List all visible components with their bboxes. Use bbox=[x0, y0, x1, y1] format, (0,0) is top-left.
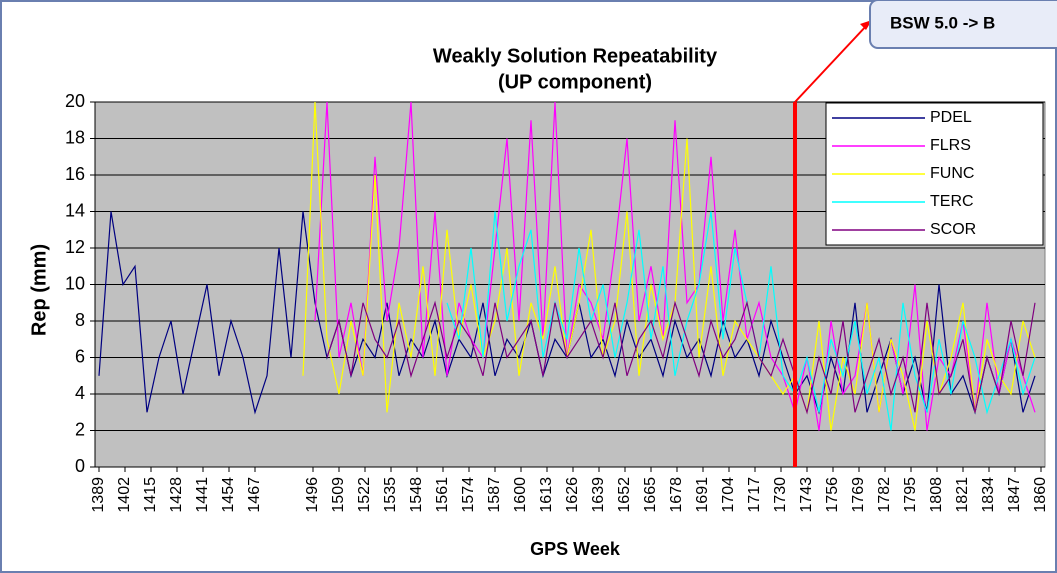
x-tick-label: 1847 bbox=[1006, 477, 1023, 513]
x-tick-label: 1548 bbox=[408, 477, 425, 513]
x-tick-label: 1389 bbox=[90, 477, 107, 513]
x-tick-label: 1743 bbox=[798, 477, 815, 513]
x-tick-label: 1782 bbox=[876, 477, 893, 513]
y-axis-label: Rep (mm) bbox=[28, 244, 50, 336]
x-tick-label: 1730 bbox=[772, 477, 789, 513]
x-tick-label: 1795 bbox=[902, 477, 919, 513]
legend-label: FUNC bbox=[930, 165, 974, 182]
y-tick-label: 20 bbox=[65, 91, 85, 111]
x-tick-label: 1678 bbox=[668, 477, 685, 513]
annotation-box bbox=[869, 0, 1057, 49]
x-tick-label: 1626 bbox=[564, 477, 581, 513]
legend-label: FLRS bbox=[930, 137, 971, 154]
y-tick-label: 6 bbox=[75, 346, 85, 366]
x-tick-label: 1509 bbox=[330, 477, 347, 513]
y-tick-label: 4 bbox=[75, 383, 85, 403]
x-tick-label: 1535 bbox=[382, 477, 399, 513]
x-tick-label: 1769 bbox=[850, 477, 867, 513]
x-tick-label: 1808 bbox=[928, 477, 945, 513]
x-tick-label: 1415 bbox=[142, 477, 159, 513]
x-tick-label: 1574 bbox=[460, 477, 477, 513]
x-tick-label: 1639 bbox=[590, 477, 607, 513]
chart-subtitle: (UP component) bbox=[498, 71, 652, 93]
x-tick-label: 1561 bbox=[434, 477, 451, 513]
x-tick-label: 1613 bbox=[538, 477, 555, 513]
x-tick-label: 1717 bbox=[746, 477, 763, 513]
y-tick-label: 18 bbox=[65, 127, 85, 147]
y-tick-label: 0 bbox=[75, 456, 85, 476]
x-tick-label: 1834 bbox=[980, 477, 997, 513]
x-tick-label: 1756 bbox=[824, 477, 841, 513]
y-tick-label: 8 bbox=[75, 310, 85, 330]
annotation-arrow bbox=[794, 23, 869, 103]
x-tick-label: 1821 bbox=[954, 477, 971, 513]
x-tick-label: 1665 bbox=[642, 477, 659, 513]
y-tick-label: 10 bbox=[65, 273, 85, 293]
x-tick-label: 1467 bbox=[246, 477, 263, 513]
series-line bbox=[446, 211, 1036, 431]
x-tick-label: 1402 bbox=[116, 477, 133, 513]
x-tick-label: 1691 bbox=[694, 477, 711, 513]
legend-label: PDEL bbox=[930, 109, 972, 126]
y-tick-label: 2 bbox=[75, 419, 85, 439]
x-tick-label: 1600 bbox=[512, 477, 529, 513]
y-tick-label: 12 bbox=[65, 237, 85, 257]
y-tick-label: 14 bbox=[65, 200, 85, 220]
x-tick-label: 1428 bbox=[168, 477, 185, 513]
x-tick-label: 1441 bbox=[194, 477, 211, 513]
x-tick-label: 1652 bbox=[616, 477, 633, 513]
x-tick-label: 1587 bbox=[486, 477, 503, 513]
series-line bbox=[314, 101, 1036, 431]
legend-label: SCOR bbox=[930, 221, 976, 238]
x-tick-label: 1704 bbox=[720, 477, 737, 513]
annotation-text: BSW 5.0 -> B bbox=[890, 13, 995, 32]
x-tick-label: 1860 bbox=[1032, 477, 1049, 513]
series-line bbox=[326, 300, 1036, 415]
x-tick-label: 1496 bbox=[304, 477, 321, 513]
y-tick-label: 16 bbox=[65, 164, 85, 184]
x-tick-label: 1522 bbox=[356, 477, 373, 513]
chart-title: Weakly Solution Repeatability bbox=[433, 45, 718, 67]
x-axis-label: GPS Week bbox=[530, 539, 621, 559]
legend-label: TERC bbox=[930, 193, 974, 210]
x-tick-label: 1454 bbox=[220, 477, 237, 513]
